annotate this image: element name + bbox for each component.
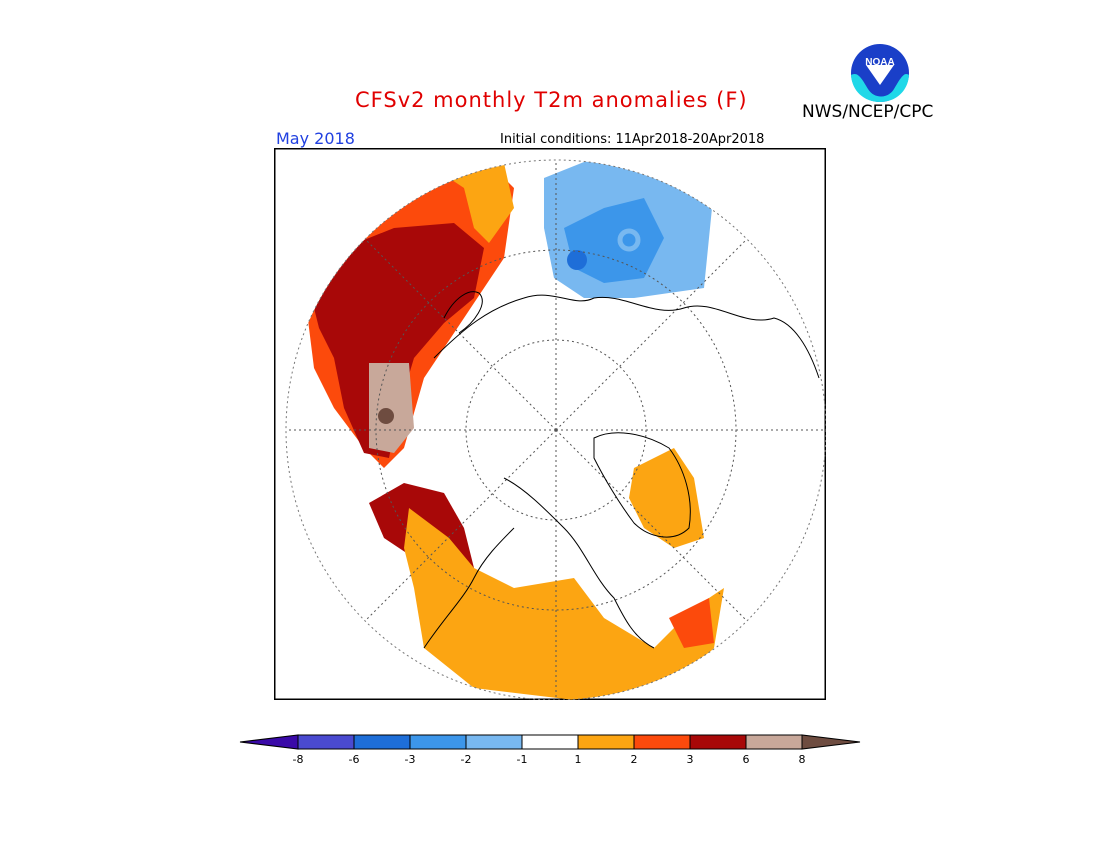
colorbar-bin [297, 734, 355, 750]
colorbar-arrow-high [801, 734, 861, 750]
colorbar-bin [465, 734, 523, 750]
colorbar-tick-label: -6 [349, 753, 360, 766]
map-title: CFSv2 monthly T2m anomalies (F) [355, 88, 748, 112]
colorbar-tick-label: -1 [517, 753, 528, 766]
colorbar-bin [577, 734, 635, 750]
forecast-month: May 2018 [276, 129, 355, 148]
coast-greenland [593, 432, 691, 538]
colorbar-tick-label: 2 [631, 753, 638, 766]
colorbar-tick-label: -8 [293, 753, 304, 766]
colorbar-bin [745, 734, 803, 750]
colorbar-arrow-low [239, 734, 299, 750]
colorbar-bin [353, 734, 411, 750]
anomaly-namerica-orange [404, 508, 724, 700]
colorbar-bin [633, 734, 691, 750]
colorbar-bin [409, 734, 467, 750]
anomaly-siberia-blue [564, 198, 664, 283]
colorbar-tick-label: -2 [461, 753, 472, 766]
anomaly-europe-darkred [309, 223, 484, 458]
colorbar: -8 -6 -3 -2 -1 1 2 3 6 8 [239, 734, 861, 766]
colorbar-tick-label: 3 [687, 753, 694, 766]
agency-label: NWS/NCEP/CPC [802, 102, 934, 122]
coast-canada [503, 477, 655, 649]
colorbar-tick-label: 8 [799, 753, 806, 766]
arctic-map [274, 148, 826, 700]
colorbar-tick-label: 1 [575, 753, 582, 766]
logo-text: NOAA [865, 57, 894, 68]
coast-eurasia [433, 294, 820, 379]
colorbar-tick-label: -3 [405, 753, 416, 766]
anomaly-hudson-orange [629, 448, 704, 548]
anomaly-namerica-red [669, 598, 714, 648]
coast-scandinavia [443, 291, 483, 334]
colorbar-bin [689, 734, 747, 750]
colorbar-bin [521, 734, 579, 750]
anomaly-scandinavia-orange [434, 163, 514, 243]
noaa-logo: NOAA [849, 42, 911, 104]
initial-conditions: Initial conditions: 11Apr2018-20Apr2018 [500, 132, 765, 147]
colorbar-tick-label: 6 [743, 753, 750, 766]
coast-alaska [423, 527, 515, 649]
